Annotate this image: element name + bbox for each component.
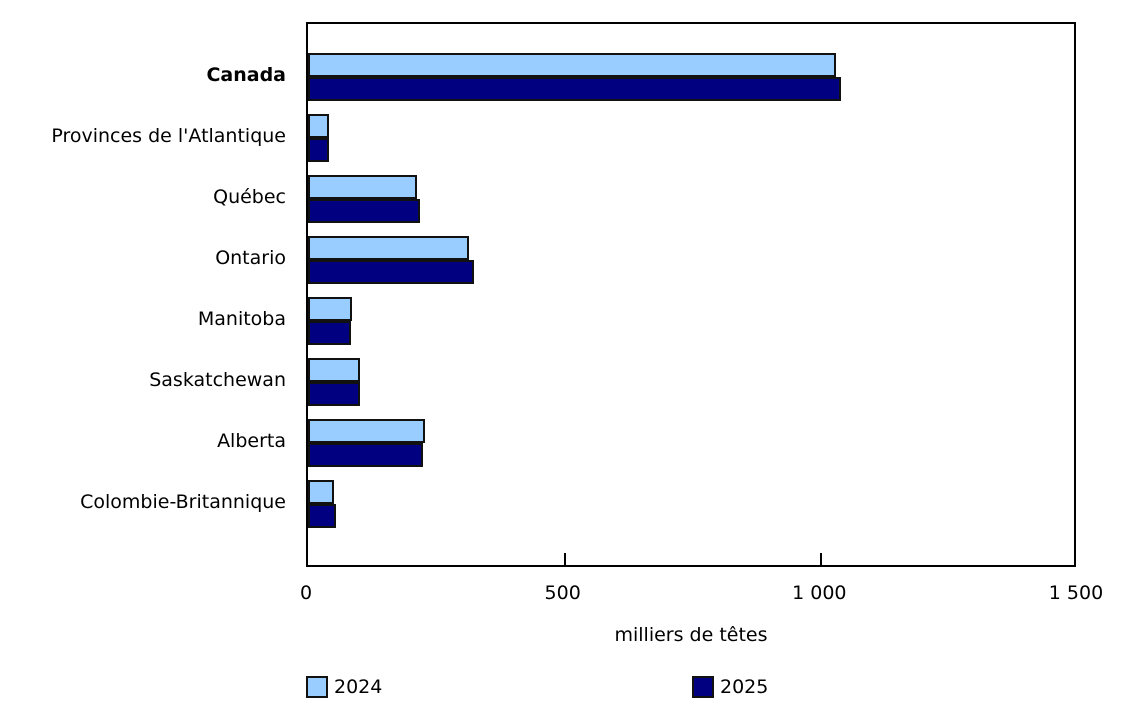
bar-2025 [308, 199, 420, 223]
category-label: Provinces de l'Atlantique [51, 125, 286, 147]
x-tick-label: 500 [544, 582, 581, 604]
legend-item-2025: 2025 [692, 676, 768, 698]
x-tick-label: 0 [299, 582, 313, 604]
legend-label: 2025 [720, 676, 769, 698]
category-label: Alberta [217, 430, 286, 452]
bar-2024 [308, 358, 360, 382]
x-tick [820, 553, 823, 565]
legend-swatch [306, 676, 328, 698]
bar-2024 [308, 175, 417, 199]
x-tick-label: 1 000 [792, 582, 847, 604]
legend-swatch [692, 676, 714, 698]
category-label: Ontario [215, 247, 286, 269]
bar-2025 [308, 321, 351, 345]
category-label: Colombie-Britannique [80, 491, 286, 513]
category-label: Manitoba [197, 308, 286, 330]
bar-2024 [308, 114, 329, 138]
bar-2024 [308, 297, 352, 321]
category-label: Saskatchewan [149, 369, 286, 391]
category-label: Canada [206, 64, 286, 86]
bar-2025 [308, 260, 474, 284]
bar-2025 [308, 443, 423, 467]
x-tick [563, 553, 566, 565]
x-tick-label: 1 500 [1048, 582, 1104, 604]
legend-label: 2024 [334, 676, 383, 698]
bar-2024 [308, 480, 334, 504]
bar-2025 [308, 138, 329, 162]
x-axis-label: milliers de têtes [614, 624, 768, 646]
bar-2025 [308, 382, 360, 406]
legend-item-2024: 2024 [306, 676, 382, 698]
bar-2024 [308, 419, 425, 443]
bar-2024 [308, 53, 836, 77]
plot-area [306, 22, 1076, 567]
bar-2024 [308, 236, 469, 260]
category-label: Québec [213, 186, 286, 208]
bar-2025 [308, 77, 841, 101]
bar-2025 [308, 504, 336, 528]
